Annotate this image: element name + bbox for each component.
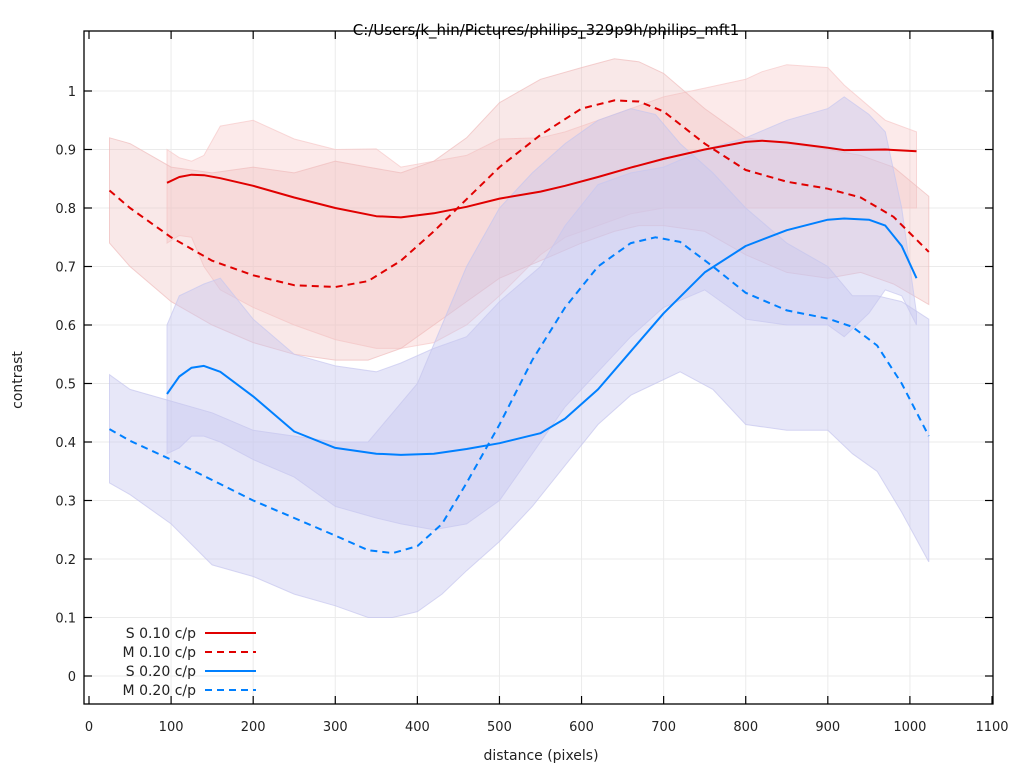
x-tick-label: 800 xyxy=(733,720,758,735)
legend-label: S 0.10 c/p xyxy=(126,626,196,642)
confidence-bands xyxy=(109,58,930,618)
y-tick-label: 0.9 xyxy=(55,144,76,159)
y-tick-label: 0.5 xyxy=(55,378,76,393)
axis-ticks: 0 100 200 300 400 500 600 700 800 900 1000 1100 0 0.1… xyxy=(55,31,1009,735)
chart-title: C:/Users/k_hin/Pictures/philips_329p9h/p… xyxy=(353,21,740,40)
legend-label: M 0.20 c/p xyxy=(123,683,197,699)
y-tick-label: 0.2 xyxy=(55,553,76,568)
x-tick-label: 600 xyxy=(569,720,594,735)
x-tick-label: 100 xyxy=(159,720,184,735)
legend: S 0.10 c/p M 0.10 c/p S 0.20 c/p M 0.20 c/p xyxy=(123,626,256,699)
series-lines xyxy=(108,99,930,555)
series-line-s-0-20-c-p xyxy=(166,217,918,456)
x-axis-label: distance (pixels) xyxy=(483,748,598,764)
x-tick-label: 1000 xyxy=(893,720,926,735)
x-tick-label: 1100 xyxy=(975,720,1008,735)
x-tick-label: 700 xyxy=(651,720,676,735)
legend-label: M 0.10 c/p xyxy=(123,645,197,661)
x-tick-label: 500 xyxy=(487,720,512,735)
y-tick-label: 0.3 xyxy=(55,495,76,510)
band-s-0-10-c-p xyxy=(166,64,917,349)
y-tick-label: 0.8 xyxy=(55,202,76,217)
y-tick-label: 0.6 xyxy=(55,319,76,334)
y-tick-label: 1 xyxy=(68,85,76,100)
band-s-0-20-c-p xyxy=(166,96,917,531)
y-tick-label: 0 xyxy=(68,670,76,685)
y-tick-label: 0.1 xyxy=(55,612,76,627)
x-tick-label: 0 xyxy=(85,720,93,735)
plot-frame xyxy=(83,30,994,705)
y-axis-label: contrast xyxy=(10,351,26,409)
legend-label: S 0.20 c/p xyxy=(126,664,196,680)
x-tick-label: 400 xyxy=(405,720,430,735)
x-tick-label: 900 xyxy=(815,720,840,735)
grid xyxy=(84,31,993,704)
series-line-m-0-10-c-p xyxy=(108,99,930,288)
band-m-0-20-c-p xyxy=(109,108,930,618)
y-tick-label: 0.4 xyxy=(55,436,76,451)
y-tick-label: 0.7 xyxy=(55,261,76,276)
band-m-0-10-c-p xyxy=(109,58,930,361)
series-line-s-0-10-c-p xyxy=(166,139,917,219)
x-tick-label: 200 xyxy=(241,720,266,735)
x-tick-label: 300 xyxy=(323,720,348,735)
series-line-m-0-20-c-p xyxy=(109,236,930,555)
